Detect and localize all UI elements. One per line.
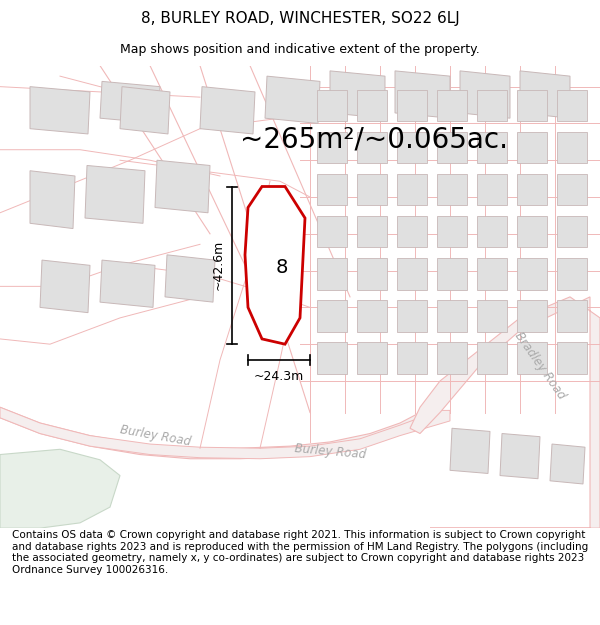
- Polygon shape: [517, 258, 547, 289]
- Polygon shape: [437, 300, 467, 331]
- Polygon shape: [517, 90, 547, 121]
- Polygon shape: [357, 132, 387, 163]
- Text: Map shows position and indicative extent of the property.: Map shows position and indicative extent…: [120, 42, 480, 56]
- Polygon shape: [550, 444, 585, 484]
- Polygon shape: [245, 186, 305, 344]
- Text: 8: 8: [276, 258, 288, 277]
- Polygon shape: [357, 90, 387, 121]
- Polygon shape: [477, 174, 507, 206]
- Polygon shape: [437, 90, 467, 121]
- Polygon shape: [557, 174, 587, 206]
- Polygon shape: [460, 71, 510, 118]
- Polygon shape: [155, 160, 210, 212]
- Polygon shape: [357, 300, 387, 331]
- Polygon shape: [317, 342, 347, 374]
- Polygon shape: [317, 132, 347, 163]
- Polygon shape: [100, 81, 160, 124]
- Polygon shape: [517, 132, 547, 163]
- Polygon shape: [265, 76, 320, 124]
- Polygon shape: [557, 216, 587, 248]
- Polygon shape: [477, 132, 507, 163]
- Polygon shape: [397, 258, 427, 289]
- Polygon shape: [397, 300, 427, 331]
- Text: Contains OS data © Crown copyright and database right 2021. This information is : Contains OS data © Crown copyright and d…: [12, 530, 588, 575]
- Polygon shape: [165, 255, 215, 302]
- Polygon shape: [517, 174, 547, 206]
- Polygon shape: [317, 174, 347, 206]
- Polygon shape: [437, 174, 467, 206]
- Polygon shape: [357, 174, 387, 206]
- Polygon shape: [437, 342, 467, 374]
- Polygon shape: [397, 132, 427, 163]
- Polygon shape: [330, 71, 385, 118]
- Polygon shape: [40, 260, 90, 312]
- Text: Bradley Road: Bradley Road: [512, 329, 568, 401]
- Polygon shape: [357, 342, 387, 374]
- Polygon shape: [477, 216, 507, 248]
- Polygon shape: [317, 90, 347, 121]
- Polygon shape: [395, 71, 450, 118]
- Polygon shape: [500, 434, 540, 479]
- Polygon shape: [357, 258, 387, 289]
- Polygon shape: [120, 87, 170, 134]
- Text: Burley Road: Burley Road: [293, 442, 367, 461]
- Polygon shape: [317, 258, 347, 289]
- Polygon shape: [0, 408, 430, 459]
- Text: ~24.3m: ~24.3m: [254, 371, 304, 384]
- Polygon shape: [100, 260, 155, 308]
- Polygon shape: [437, 132, 467, 163]
- Polygon shape: [317, 300, 347, 331]
- Polygon shape: [477, 90, 507, 121]
- Polygon shape: [520, 71, 570, 118]
- Text: 8, BURLEY ROAD, WINCHESTER, SO22 6LJ: 8, BURLEY ROAD, WINCHESTER, SO22 6LJ: [140, 11, 460, 26]
- Polygon shape: [397, 216, 427, 248]
- Polygon shape: [397, 342, 427, 374]
- Polygon shape: [557, 342, 587, 374]
- Text: ~42.6m: ~42.6m: [212, 240, 225, 291]
- Polygon shape: [437, 258, 467, 289]
- Polygon shape: [85, 166, 145, 223]
- Polygon shape: [517, 300, 547, 331]
- Polygon shape: [357, 216, 387, 248]
- Text: Burley Road: Burley Road: [119, 423, 191, 448]
- Polygon shape: [397, 90, 427, 121]
- Polygon shape: [477, 300, 507, 331]
- Polygon shape: [517, 216, 547, 248]
- Polygon shape: [0, 408, 450, 459]
- Polygon shape: [410, 297, 600, 528]
- Polygon shape: [30, 87, 90, 134]
- Polygon shape: [477, 342, 507, 374]
- Polygon shape: [317, 216, 347, 248]
- Polygon shape: [450, 428, 490, 474]
- Polygon shape: [557, 132, 587, 163]
- Polygon shape: [0, 449, 120, 528]
- Polygon shape: [557, 300, 587, 331]
- Polygon shape: [200, 87, 255, 134]
- Polygon shape: [557, 258, 587, 289]
- Polygon shape: [517, 342, 547, 374]
- Polygon shape: [397, 174, 427, 206]
- Polygon shape: [557, 90, 587, 121]
- Polygon shape: [437, 216, 467, 248]
- Text: ~265m²/~0.065ac.: ~265m²/~0.065ac.: [240, 125, 508, 153]
- Polygon shape: [477, 258, 507, 289]
- Polygon shape: [30, 171, 75, 229]
